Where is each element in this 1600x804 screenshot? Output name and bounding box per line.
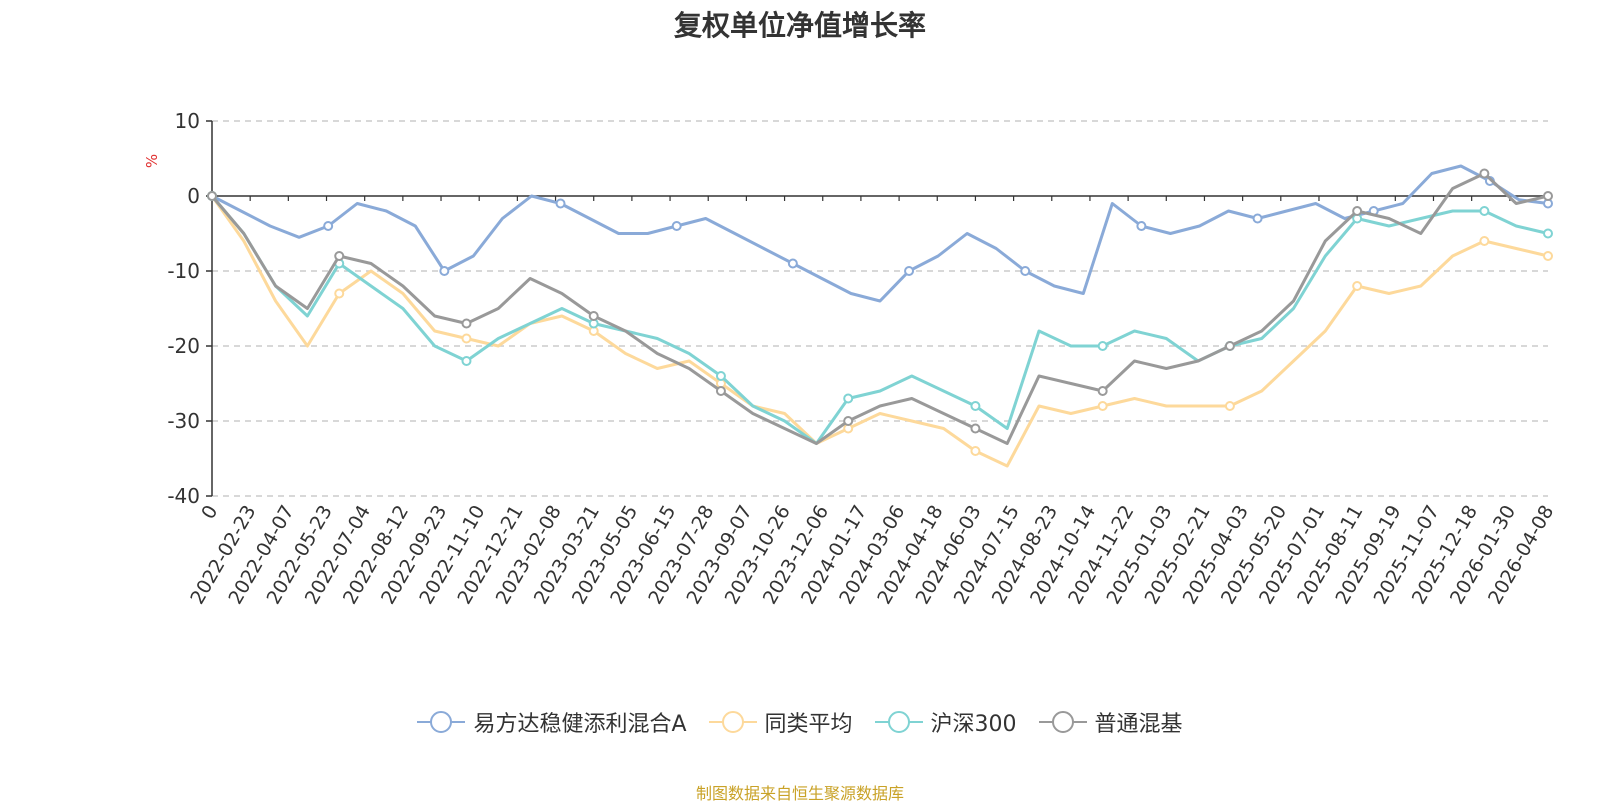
- legend-swatch: [874, 711, 923, 733]
- data-point: [334, 251, 345, 261]
- data-point: [904, 266, 915, 276]
- data-point: [555, 198, 566, 209]
- legend-label: 易方达稳健添利混合A: [473, 712, 687, 737]
- data-point: [787, 258, 798, 269]
- legend-item-0[interactable]: 易方达稳健添利混合A: [417, 706, 687, 738]
- data-point: [1479, 168, 1490, 179]
- data-point: [671, 221, 682, 231]
- data-point: [461, 333, 472, 344]
- data-point: [843, 393, 854, 404]
- series-line-1: [210, 195, 1549, 468]
- data-point: [1543, 228, 1553, 239]
- series-line-2: [210, 195, 1549, 445]
- data-point: [1479, 236, 1490, 246]
- y-tick-label: 0: [187, 184, 200, 208]
- y-tick-label: 10: [175, 109, 200, 133]
- data-point: [1224, 401, 1235, 411]
- y-tick-label: -20: [167, 334, 200, 358]
- data-source-note: 制图数据来自恒生聚源数据库: [695, 784, 904, 803]
- data-point: [323, 221, 334, 231]
- data-point: [461, 356, 472, 366]
- data-point: [1252, 213, 1263, 224]
- legend-swatch: [1038, 711, 1087, 733]
- data-point: [588, 311, 599, 321]
- data-point: [207, 191, 217, 201]
- chart-title: 复权单位净值增长率: [673, 9, 926, 42]
- data-point: [843, 416, 854, 426]
- legend-item-3[interactable]: 普通混基: [1038, 706, 1183, 738]
- data-point: [461, 318, 472, 329]
- data-point: [715, 386, 726, 396]
- legend-swatch: [708, 711, 757, 733]
- series-line-0: [211, 164, 1549, 303]
- legend-swatch: [417, 711, 466, 733]
- data-point: [1352, 206, 1363, 216]
- data-point: [1479, 206, 1490, 216]
- y-tick-label: -30: [167, 409, 200, 433]
- data-point: [970, 446, 981, 456]
- legend-item-1[interactable]: 同类平均: [708, 706, 853, 738]
- data-point: [1543, 251, 1553, 261]
- legend-label: 同类平均: [764, 712, 853, 737]
- data-point: [1224, 341, 1235, 351]
- legend-item-2[interactable]: 沪深300: [874, 706, 1017, 738]
- y-tick-label: -10: [167, 259, 200, 283]
- data-point: [1097, 386, 1108, 396]
- data-point: [970, 423, 981, 434]
- data-point: [1097, 341, 1108, 351]
- y-tick-label: -40: [167, 484, 200, 508]
- data-point: [439, 266, 450, 276]
- data-point: [334, 288, 345, 299]
- data-point: [1543, 191, 1553, 201]
- data-point: [1020, 266, 1031, 276]
- data-point: [1352, 281, 1363, 291]
- legend-label: 沪深300: [930, 712, 1017, 737]
- data-point: [1097, 401, 1108, 411]
- data-point: [715, 371, 726, 381]
- x-tick-label: 0: [197, 502, 222, 523]
- line-chart: 100-10-20-30-4002022-02-232022-04-072022…: [167, 109, 1558, 608]
- series-line-3: [210, 172, 1549, 445]
- legend-label: 普通混基: [1094, 712, 1183, 737]
- data-point: [1136, 221, 1147, 231]
- chart-legend: 易方达稳健添利混合A 同类平均 沪深300 普通混基: [0, 706, 1600, 738]
- data-point: [970, 401, 981, 411]
